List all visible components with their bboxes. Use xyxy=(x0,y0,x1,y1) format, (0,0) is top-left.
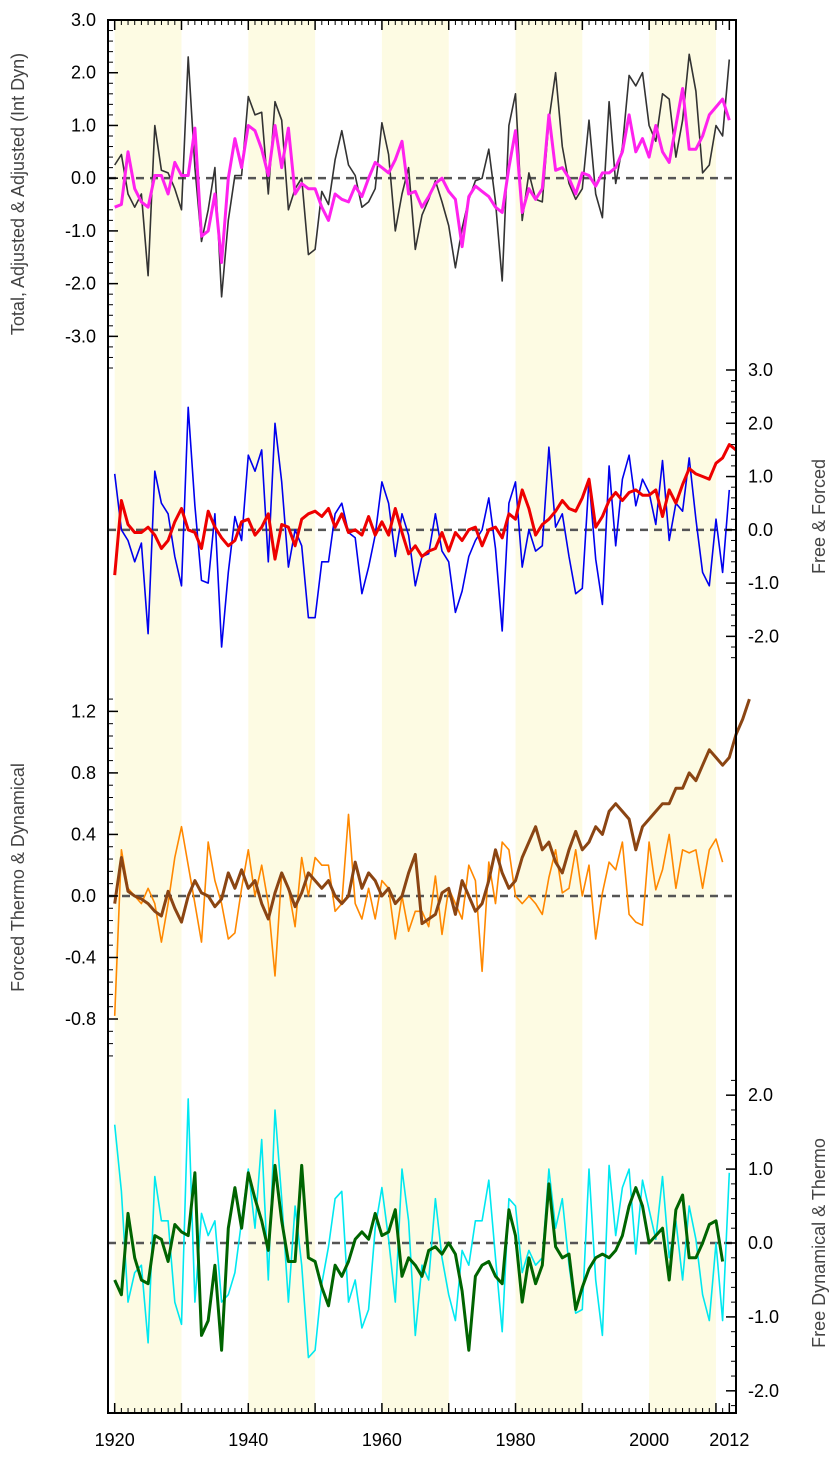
y-tick-label-panel-4: 0.0 xyxy=(748,1233,773,1253)
shaded-decade-1920 xyxy=(114,20,182,1413)
x-tick-label: 2012 xyxy=(709,1430,749,1450)
axis-labels: 3.0 2.0 1.0 0.0 -1.0 -2.0 -3.0 Total, Adjusted … xyxy=(8,10,829,1450)
series-line-panel-3-1 xyxy=(113,813,724,1016)
x-tick-label: 1940 xyxy=(228,1430,268,1450)
x-tick-label: 2000 xyxy=(629,1430,669,1450)
x-tick-label: 1960 xyxy=(362,1430,402,1450)
data-series xyxy=(113,53,751,1359)
y-tick-label-panel-2: 2.0 xyxy=(748,413,773,433)
y-tick-label-panel-4: -2.0 xyxy=(748,1381,779,1401)
series-line-panel-3-2 xyxy=(113,698,751,926)
shaded-decade-1980 xyxy=(515,20,583,1413)
y-tick-label-panel-2: 1.0 xyxy=(748,467,773,487)
y-tick-label-panel-2: 0.0 xyxy=(748,520,773,540)
y-tick-label-panel-1: 3.0 xyxy=(71,10,96,30)
series-line-panel-4-2 xyxy=(113,1163,725,1352)
y-tick-label-panel-4: -1.0 xyxy=(748,1307,779,1327)
y-tick-label-panel-4: 2.0 xyxy=(748,1085,773,1105)
series-line-panel-1-2 xyxy=(114,87,731,264)
y-tick-label-panel-2: 3.0 xyxy=(748,360,773,380)
y-tick-label-panel-4: 1.0 xyxy=(748,1159,773,1179)
y-tick-label-panel-1: 1.0 xyxy=(71,115,96,135)
y-axis-title-panel-2: Free & Forced xyxy=(809,459,829,574)
y-axis-title-panel-1: Total, Adjusted & Adjusted (Int Dyn) xyxy=(8,53,28,335)
y-tick-label-panel-1: 2.0 xyxy=(71,63,96,83)
y-axis-title-panel-4: Free Dynamical & Thermo xyxy=(809,1138,829,1348)
y-tick-label-panel-3: 0.8 xyxy=(71,763,96,783)
y-tick-label-panel-3: 0.0 xyxy=(71,886,96,906)
y-tick-label-panel-1: 0.0 xyxy=(71,168,96,188)
axis-ticks xyxy=(108,19,736,1413)
x-tick-label: 1920 xyxy=(95,1430,135,1450)
y-tick-label-panel-2: -1.0 xyxy=(748,573,779,593)
shaded-decade-1960 xyxy=(381,20,449,1413)
y-axis-title-panel-3: Forced Thermo & Dynamical xyxy=(8,763,28,992)
y-tick-label-panel-1: -3.0 xyxy=(65,326,96,346)
series-line-panel-4-1 xyxy=(113,1098,731,1359)
y-tick-label-panel-3: 1.2 xyxy=(71,701,96,721)
y-tick-label-panel-2: -2.0 xyxy=(748,626,779,646)
x-tick-label: 1980 xyxy=(496,1430,536,1450)
shaded-decade-bands xyxy=(114,20,716,1413)
y-tick-label-panel-1: -1.0 xyxy=(65,221,96,241)
shaded-decade-2000 xyxy=(649,20,716,1413)
y-tick-label-panel-3: -0.4 xyxy=(65,947,96,967)
series-line-panel-2-2 xyxy=(113,443,737,576)
y-tick-label-panel-3: -0.8 xyxy=(65,1009,96,1029)
y-tick-label-panel-1: -2.0 xyxy=(65,274,96,294)
y-tick-label-panel-3: 0.4 xyxy=(71,824,96,844)
